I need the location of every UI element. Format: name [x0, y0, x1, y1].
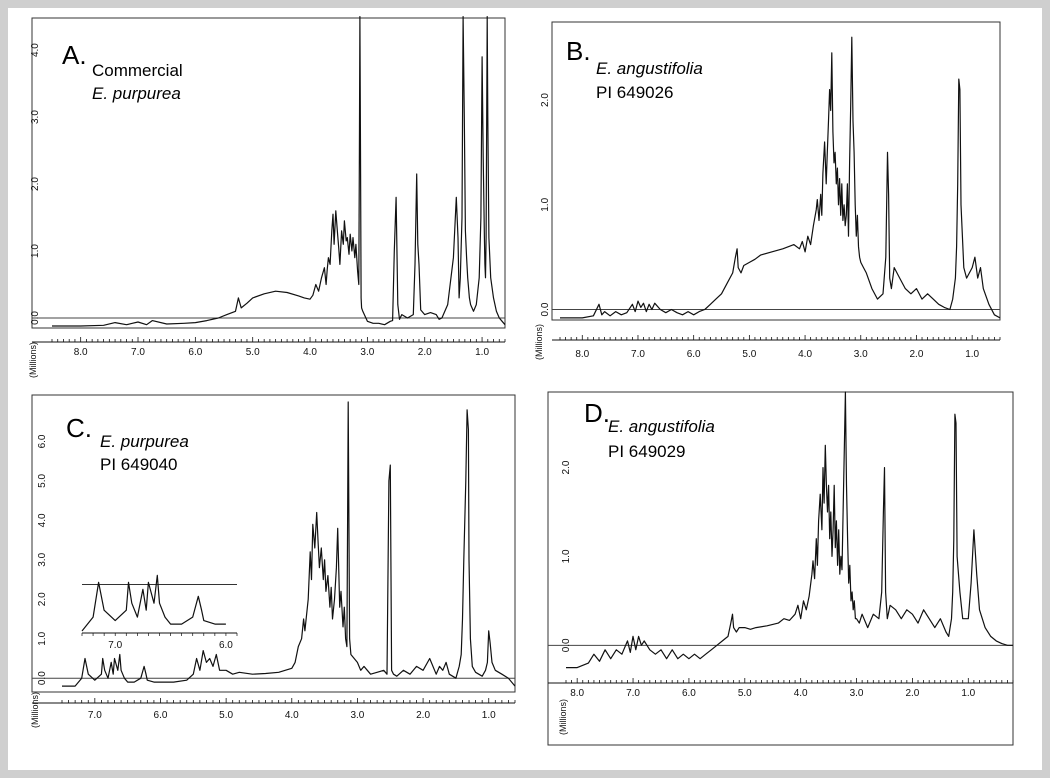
x-tick-label: 5.0	[246, 347, 260, 358]
panel-letter: A.	[62, 40, 87, 70]
x-tick-label: 6.0	[188, 347, 202, 358]
plot-frame	[31, 17, 506, 329]
y-tick-label: 0.0	[30, 311, 41, 325]
x-tick-label: 1.0	[482, 710, 496, 721]
x-tick-label: 7.0	[631, 349, 645, 360]
x-tick-label: 7.0	[131, 347, 145, 358]
y-tick-label: 4.0	[30, 43, 41, 57]
panel-letter: C.	[66, 413, 92, 443]
y-tick-label: 2.0	[37, 592, 48, 606]
y-tick-label: 2.0	[540, 93, 551, 107]
sample-label-line-1: Commercial	[92, 61, 183, 80]
x-tick-label: 3.0	[850, 688, 864, 699]
x-tick-label: 2.0	[416, 710, 430, 721]
x-tick-label: 1.0	[965, 349, 979, 360]
x-tick-label: 1.0	[475, 347, 489, 358]
x-tick-label: 1.0	[961, 688, 975, 699]
x-tick-label: 5.0	[738, 688, 752, 699]
y-axis-label: (Millions)	[30, 692, 40, 728]
x-tick-label: 6.0	[154, 710, 168, 721]
x-tick-label: 7.0	[626, 688, 640, 699]
sample-label-line-1: E. angustifolia	[608, 417, 715, 436]
y-tick-label: 1.0	[37, 631, 48, 645]
inset-x-tick-label: 7.0	[108, 640, 122, 651]
spectrum-panel-4: 8.0 7.0 6.0 5.0 4.0 3.0 2.0 1.0 0.0 1.0 2.0 (Millio…	[547, 391, 1014, 746]
y-tick-label: 6.0	[37, 434, 48, 448]
y-axis-label: (Millions)	[28, 342, 38, 378]
spectrum-line	[62, 401, 516, 687]
y-tick-label: 1.0	[561, 549, 572, 563]
y-axis-label: (Millions)	[534, 324, 544, 360]
x-tick-label: 4.0	[285, 710, 299, 721]
sample-label-line-2: E. purpurea	[92, 84, 181, 103]
spectrum-panel-1: 8.0 7.0 6.0 5.0 4.0 3.0 2.0 1.0 0.0 1.0 2.0 3.0 4.0 (…	[28, 16, 506, 378]
x-tick-label: 8.0	[575, 349, 589, 360]
x-tick-label: 3.0	[360, 347, 374, 358]
y-tick-label: 0.0	[540, 302, 551, 316]
x-tick-label: 3.0	[350, 710, 364, 721]
x-tick-label: 3.0	[854, 349, 868, 360]
x-tick-label: 4.0	[798, 349, 812, 360]
y-tick-label: 0.0	[561, 638, 572, 652]
y-tick-label: 3.0	[30, 110, 41, 124]
inset: 7.0 6.0	[81, 574, 238, 651]
spectrum-panel-2: 8.0 7.0 6.0 5.0 4.0 3.0 2.0 1.0 0.0 1.0 2.0 (Millio…	[534, 21, 1001, 360]
x-tick-label: 8.0	[74, 347, 88, 358]
x-tick-label: 6.0	[687, 349, 701, 360]
plot-frame	[547, 391, 1014, 746]
inset-x-tick-label: 6.0	[219, 640, 233, 651]
x-tick-label: 5.0	[742, 349, 756, 360]
x-tick-label: 8.0	[570, 688, 584, 699]
y-tick-label: 3.0	[37, 552, 48, 566]
spectrum-panel-3: 7.0 6.0 5.0 4.0 3.0 2.0 1.0 0.0 1.0 2.0 3.0 4.0 5.0 6…	[30, 394, 516, 728]
spectrum-line	[52, 16, 506, 327]
plot-frame	[31, 394, 516, 693]
sample-label-line-2: PI 649029	[608, 442, 686, 461]
spectrum-line	[560, 36, 1001, 319]
panel-letter: B.	[566, 36, 591, 66]
y-axis-label: (Millions)	[558, 699, 568, 735]
sample-label-line-2: PI 649040	[100, 455, 178, 474]
x-tick-label: 4.0	[794, 688, 808, 699]
y-tick-label: 4.0	[37, 513, 48, 527]
y-tick-label: 1.0	[540, 197, 551, 211]
x-tick-label: 2.0	[905, 688, 919, 699]
x-tick-label: 7.0	[88, 710, 102, 721]
y-tick-label: 5.0	[37, 474, 48, 488]
sample-label-line-1: E. purpurea	[100, 432, 189, 451]
plot-frame	[551, 21, 1001, 321]
x-tick-label: 6.0	[682, 688, 696, 699]
y-tick-label: 0.0	[37, 671, 48, 685]
x-tick-label: 2.0	[910, 349, 924, 360]
x-tick-label: 4.0	[303, 347, 317, 358]
sample-label-line-2: PI 649026	[596, 83, 674, 102]
sample-label-line-1: E. angustifolia	[596, 59, 703, 78]
y-tick-label: 2.0	[30, 177, 41, 191]
inset-spectrum-line	[81, 574, 226, 632]
x-tick-label: 5.0	[219, 710, 233, 721]
x-tick-label: 2.0	[418, 347, 432, 358]
y-tick-label: 2.0	[561, 460, 572, 474]
figure-panel	[8, 8, 1042, 770]
y-tick-label: 1.0	[30, 244, 41, 258]
spectrum-line	[566, 391, 1013, 669]
panel-letter: D.	[584, 398, 610, 428]
